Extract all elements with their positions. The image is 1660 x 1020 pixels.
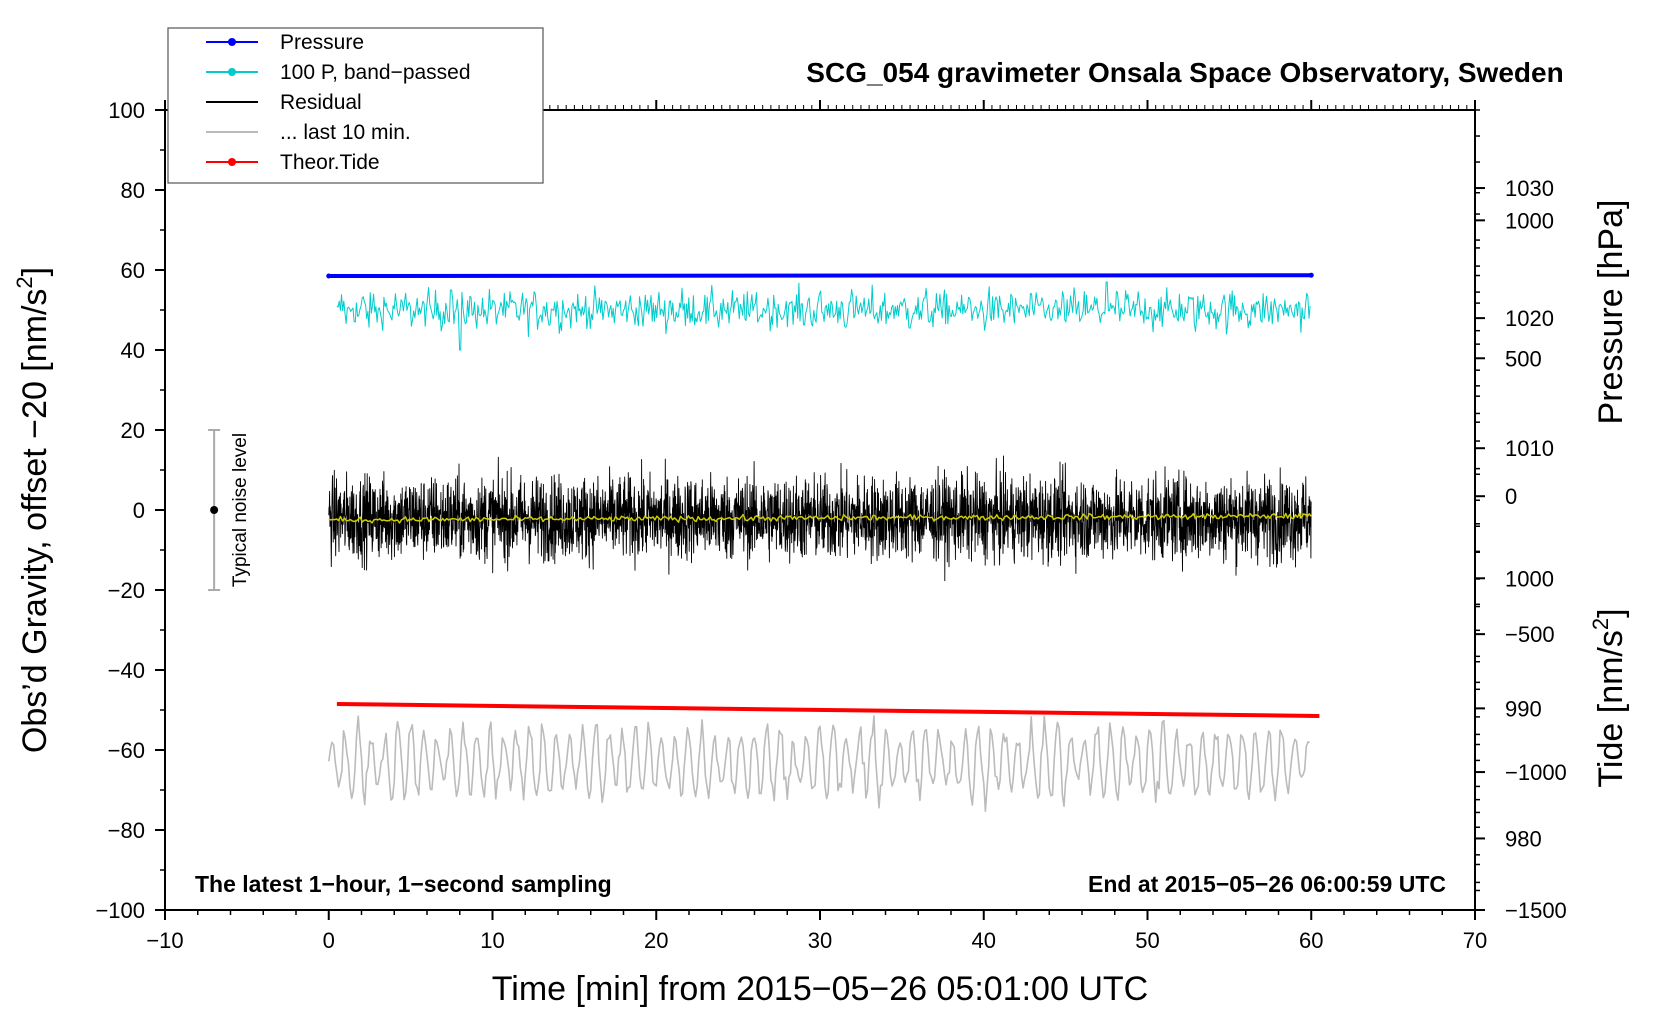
- legend: Pressure 100 P, band−passed Residual ... la…: [167, 27, 544, 184]
- x-tick-label: 50: [1135, 928, 1159, 953]
- left-y-axis-title-end: ]: [16, 267, 54, 276]
- pressure-axis-title: Pressure [hPa]: [1592, 200, 1630, 425]
- y-left-tick-label: 0: [133, 498, 145, 523]
- tide-tick-label: 0: [1505, 484, 1517, 509]
- residual-line: [328, 455, 1312, 582]
- noise-center-dot: [210, 506, 219, 514]
- tide-axis-title: Tide [nm/s2]: [1588, 608, 1630, 787]
- y-left-tick-label: 60: [121, 258, 145, 283]
- legend-label: 100 P, band−passed: [280, 61, 471, 84]
- legend-marker: [228, 158, 236, 166]
- y-left-tick-label: −100: [95, 898, 145, 923]
- bandpassed-pressure-line: [336, 281, 1311, 351]
- theoretical-tide-line: [336, 702, 1320, 718]
- tide-axis-title-sup: 2: [1588, 618, 1613, 630]
- x-tick-label: 40: [972, 928, 996, 953]
- legend-label: ... last 10 min.: [280, 121, 411, 144]
- x-tick-label: 10: [480, 928, 504, 953]
- y-left-tick-label: 100: [108, 98, 145, 123]
- y-left-tick-label: −20: [108, 578, 145, 603]
- pressure-tick-label: 1000: [1505, 566, 1554, 591]
- x-tick-label: 0: [323, 928, 335, 953]
- sampling-note: The latest 1−hour, 1−second sampling: [195, 871, 612, 897]
- pressure-tick-label: 1010: [1505, 436, 1554, 461]
- last-10-min-line: [328, 715, 1310, 813]
- tide-tick-label: 500: [1505, 346, 1542, 371]
- pressure-point: [1308, 272, 1314, 278]
- pressure-tick-label: 1020: [1505, 306, 1554, 331]
- noise-level-indicator: Typical noise level: [208, 429, 251, 591]
- pressure-line: [328, 273, 1312, 278]
- left-y-axis-title: Obs’d Gravity, offset −20 [nm/s2]: [12, 267, 54, 753]
- y-left-tick-label: −80: [108, 818, 145, 843]
- tide-axis: 1000 500 0 −500 −1000 −1500: [1475, 192, 1567, 923]
- pressure-tick-label: 980: [1505, 826, 1542, 851]
- legend-label: Pressure: [280, 31, 364, 54]
- tide-tick-label: −1500: [1505, 898, 1567, 923]
- residual-smoothed-line: [328, 512, 1312, 524]
- y-left-tick-label: 80: [121, 178, 145, 203]
- y-left-tick-label: −40: [108, 658, 145, 683]
- pressure-point: [326, 273, 332, 279]
- left-y-axis-title-sup: 2: [12, 276, 37, 288]
- legend-marker: [228, 38, 236, 46]
- legend-label: Theor.Tide: [280, 151, 380, 174]
- y-left-tick-label: 40: [121, 338, 145, 363]
- y-left-tick-label: 20: [121, 418, 145, 443]
- tide-tick-label: −500: [1505, 622, 1555, 647]
- legend-marker: [228, 68, 236, 76]
- x-tick-label: 70: [1463, 928, 1487, 953]
- chart-title: SCG_054 gravimeter Onsala Space Observat…: [806, 57, 1563, 88]
- left-y-axis: 100 80 60 40 20 0 −20 −40 −60 −80 −100: [95, 98, 165, 923]
- x-tick-label: 30: [808, 928, 832, 953]
- x-tick-label: 20: [644, 928, 668, 953]
- pressure-tick-label: 1030: [1505, 176, 1554, 201]
- x-axis: −10 0 10 20 30 40 50 60 70: [146, 100, 1487, 953]
- tide-tick-label: 1000: [1505, 208, 1554, 233]
- x-tick-label: −10: [146, 928, 183, 953]
- pressure-tick-label: 990: [1505, 696, 1542, 721]
- legend-box: [167, 27, 544, 184]
- x-axis-title: Time [min] from 2015−05−26 05:01:00 UTC: [492, 970, 1148, 1008]
- x-tick-label: 60: [1299, 928, 1323, 953]
- legend-label: Residual: [280, 91, 362, 114]
- y-left-tick-label: −60: [108, 738, 145, 763]
- tide-axis-title-end: ]: [1592, 608, 1630, 617]
- end-time-note: End at 2015−05−26 06:00:59 UTC: [1088, 871, 1446, 897]
- pressure-axis: 1030 1020 1010 1000 990 980: [1475, 109, 1554, 892]
- data-traces: [326, 272, 1320, 813]
- noise-label: Typical noise level: [230, 433, 251, 587]
- tide-tick-label: −1000: [1505, 760, 1567, 785]
